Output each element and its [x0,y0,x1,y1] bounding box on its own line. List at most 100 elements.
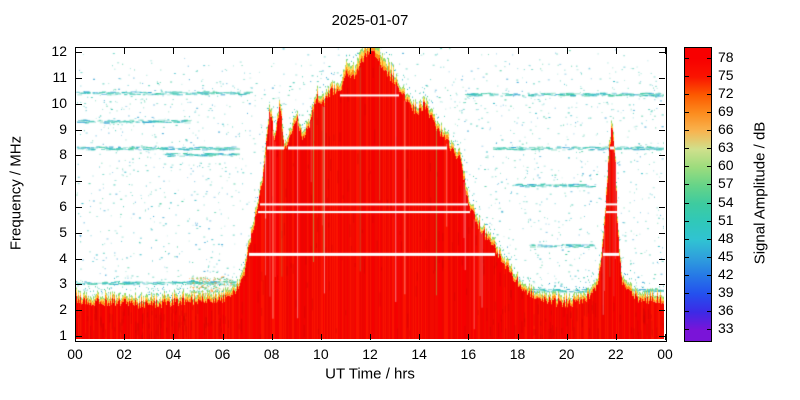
axis-tick [707,57,711,59]
axis-tick [173,48,175,54]
axis-tick [124,48,126,54]
axis-tick [665,334,666,340]
axis-tick [707,166,711,168]
x-tick-label: 16 [460,346,477,362]
axis-tick [370,334,371,340]
axis-tick [685,130,689,132]
axis-tick [76,103,82,105]
axis-tick [685,202,689,204]
y-tick-label: 1 [59,327,67,344]
colorbar-tick-label: 69 [718,103,734,120]
axis-tick [75,48,76,54]
axis-tick [707,184,711,186]
axis-tick [517,48,519,54]
axis-tick [665,48,666,54]
axis-tick [685,238,689,240]
colorbar-tick-label: 78 [718,48,734,65]
colorbar-tick-label: 57 [718,175,734,192]
axis-tick [707,202,711,204]
y-tick-label: 4 [59,249,67,266]
axis-tick [685,94,689,96]
axis-tick [76,284,82,286]
x-axis-label: UT Time / hrs [325,365,415,383]
axis-tick [685,57,689,59]
colorbar-tick-label: 36 [718,302,734,319]
x-tick-label: 06 [214,346,231,362]
x-tick-label: 14 [411,346,427,362]
axis-tick [707,274,711,276]
axis-tick [707,148,711,150]
axis-tick [659,310,665,312]
colorbar-tick-label: 51 [718,211,734,228]
colorbar-label: Signal Amplitude / dB [751,121,769,265]
axis-tick [707,75,711,77]
axis-tick [124,334,126,340]
axis-tick [320,334,322,340]
axis-tick [419,48,421,54]
axis-tick [659,207,665,209]
colorbar-tick-label: 66 [718,121,734,138]
colorbar-tick-label: 33 [718,320,734,337]
axis-tick [222,48,224,54]
x-tick-label: 18 [509,346,526,362]
axis-tick [707,292,711,294]
y-tick-label: 12 [51,43,67,60]
chart-title: 2025-01-07 [331,12,409,29]
axis-tick [76,232,82,234]
axis-tick [566,48,568,54]
axis-tick [685,292,689,294]
axis-tick [659,103,665,105]
y-tick-label: 7 [59,172,67,189]
y-tick-label: 2 [59,301,67,318]
axis-tick [707,329,711,331]
x-tick-label: 10 [313,346,329,362]
plot-area [75,47,667,342]
colorbar-tick-label: 54 [718,193,734,210]
axis-tick [76,310,82,312]
axis-tick [76,155,82,157]
axis-tick [320,48,322,54]
colorbar-tick-label: 48 [718,229,734,246]
axis-tick [659,77,665,79]
axis-tick [271,48,273,54]
axis-tick [685,311,689,313]
axis-tick [659,52,665,54]
spectrogram-canvas [76,48,664,339]
axis-tick [659,232,665,234]
x-tick-label: 00 [67,346,83,362]
axis-tick [685,220,689,222]
axis-tick [707,94,711,96]
axis-tick [707,112,711,114]
axis-tick [615,48,617,54]
axis-tick [685,75,689,77]
axis-tick [75,334,76,340]
axis-tick [76,181,82,183]
axis-tick [659,258,665,260]
axis-tick [685,184,689,186]
axis-tick [517,334,519,340]
axis-tick [76,129,82,131]
y-tick-label: 6 [59,198,67,215]
colorbar-tick-label: 60 [718,157,734,174]
axis-tick [707,311,711,313]
y-tick-label: 8 [59,146,67,163]
y-tick-label: 11 [52,68,67,85]
colorbar [684,47,712,342]
axis-tick [76,336,82,338]
colorbar-tick-label: 72 [718,85,734,102]
x-tick-label: 20 [558,346,575,362]
axis-tick [76,52,82,54]
axis-tick [566,334,568,340]
x-tick-label: 12 [362,346,378,362]
y-tick-label: 3 [59,275,67,292]
axis-tick [468,334,470,340]
axis-tick [76,77,82,79]
colorbar-tick-label: 45 [718,247,734,264]
colorbar-tick-label: 39 [718,283,734,300]
x-tick-label: 02 [116,346,132,362]
colorbar-tick-label: 42 [718,265,734,282]
axis-tick [370,48,371,54]
axis-tick [707,130,711,132]
x-tick-label: 00 [657,346,673,362]
